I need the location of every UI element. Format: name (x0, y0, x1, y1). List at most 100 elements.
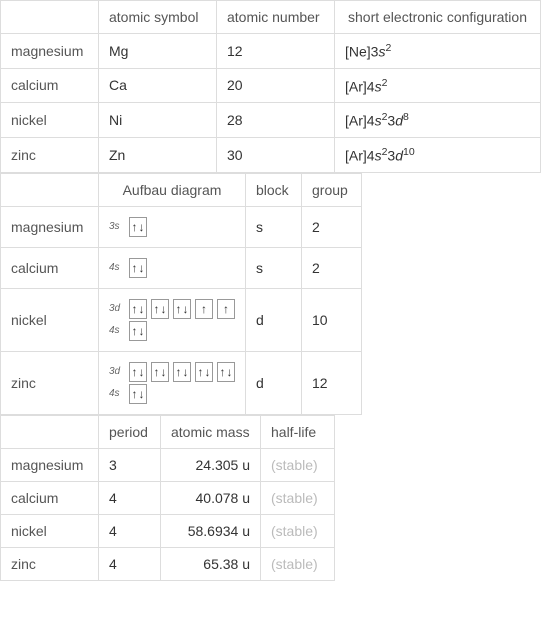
electronic-config: [Ar]4s23d10 (335, 137, 541, 172)
element-name: nickel (1, 514, 99, 547)
header-aufbau: Aufbau diagram (99, 173, 246, 206)
header-half: half-life (261, 415, 335, 448)
spin-down-icon: ↓ (183, 303, 189, 315)
table-row: magnesium324.305 u(stable) (1, 448, 335, 481)
spin-up-icon: ↑ (132, 325, 138, 337)
orbital-box: ↑↓ (129, 384, 147, 404)
orbital-label: 3d (109, 303, 125, 314)
orbital-line: 4s ↑↓ (109, 258, 235, 278)
electronic-config: [Ne]3s2 (335, 34, 541, 69)
element-name: nickel (1, 103, 99, 138)
orbital-line: 3d↑↓↑↓↑↓↑↓↑↓ (109, 362, 235, 382)
element-name: calcium (1, 481, 99, 514)
mass-value: 40.078 u (161, 481, 261, 514)
spin-down-icon: ↓ (139, 262, 145, 274)
orbital-line: 4s↑↓ (109, 384, 235, 404)
spin-up-icon: ↑ (132, 366, 138, 378)
spin-down-icon: ↓ (183, 366, 189, 378)
table-row: calcium440.078 u(stable) (1, 481, 335, 514)
orbital-label: 4s (109, 325, 125, 336)
atomic-number: 28 (217, 103, 335, 138)
spin-up-icon: ↑ (176, 366, 182, 378)
half-life-value: (stable) (261, 448, 335, 481)
atomic-symbol: Mg (99, 34, 217, 69)
half-life-value: (stable) (261, 514, 335, 547)
orbital-line: 3d↑↓↑↓↑↓↑↑ (109, 299, 235, 319)
header-period: period (99, 415, 161, 448)
table-row: nickel458.6934 u(stable) (1, 514, 335, 547)
spin-down-icon: ↓ (139, 325, 145, 337)
spin-up-icon: ↑ (201, 303, 207, 315)
orbital-label: 4s (109, 262, 125, 273)
element-name: calcium (1, 68, 99, 103)
table-header-row: periodatomic masshalf-life (1, 415, 335, 448)
header-empty (1, 173, 99, 206)
orbital-label: 3d (109, 366, 125, 377)
orbital-box: ↑↓ (129, 258, 147, 278)
spin-down-icon: ↓ (139, 366, 145, 378)
spin-up-icon: ↑ (223, 303, 229, 315)
period-value: 3 (99, 448, 161, 481)
spin-up-icon: ↑ (198, 366, 204, 378)
block-value: s (246, 206, 302, 247)
orbital-box: ↑↓ (217, 362, 235, 382)
aufbau-diagram: 3s↑↓ (99, 206, 246, 247)
period-value: 4 (99, 547, 161, 580)
atomic-symbol: Ca (99, 68, 217, 103)
mass-value: 65.38 u (161, 547, 261, 580)
element-name: nickel (1, 288, 99, 351)
spin-up-icon: ↑ (154, 303, 160, 315)
block-value: s (246, 247, 302, 288)
table-row: zinc3d↑↓↑↓↑↓↑↓↑↓4s↑↓d12 (1, 351, 362, 414)
table-row: calcium4s↑↓s2 (1, 247, 362, 288)
atomic-number: 12 (217, 34, 335, 69)
orbital-line: 3s↑↓ (109, 217, 235, 237)
header-empty (1, 1, 99, 34)
spin-up-icon: ↑ (220, 366, 226, 378)
element-name: zinc (1, 351, 99, 414)
orbital-box: ↑↓ (151, 299, 169, 319)
orbital-box: ↑↓ (129, 299, 147, 319)
aufbau-diagram: 3d↑↓↑↓↑↓↑↓↑↓4s↑↓ (99, 351, 246, 414)
atomic-number: 30 (217, 137, 335, 172)
table-row: zincZn30[Ar]4s23d10 (1, 137, 541, 172)
period-value: 4 (99, 514, 161, 547)
spin-down-icon: ↓ (161, 366, 167, 378)
element-name: calcium (1, 247, 99, 288)
spin-down-icon: ↓ (139, 303, 145, 315)
aufbau-table: Aufbau diagramblockgroupmagnesium3s↑↓s2c… (0, 173, 362, 415)
table-row: magnesium3s↑↓s2 (1, 206, 362, 247)
header-empty (1, 415, 99, 448)
element-name: zinc (1, 137, 99, 172)
block-value: d (246, 288, 302, 351)
aufbau-diagram: 3d↑↓↑↓↑↓↑↑4s↑↓ (99, 288, 246, 351)
header-block: block (246, 173, 302, 206)
header-group: group (302, 173, 362, 206)
spin-up-icon: ↑ (132, 262, 138, 274)
spin-up-icon: ↑ (132, 221, 138, 233)
orbital-box: ↑ (217, 299, 235, 319)
atomic-symbol: Ni (99, 103, 217, 138)
aufbau-diagram: 4s ↑↓ (99, 247, 246, 288)
orbital-box: ↑↓ (173, 299, 191, 319)
table-header-row: atomic symbolatomic numbershort electron… (1, 1, 541, 34)
header-number: atomic number (217, 1, 335, 34)
group-value: 10 (302, 288, 362, 351)
table-row: magnesiumMg12[Ne]3s2 (1, 34, 541, 69)
mass-value: 24.305 u (161, 448, 261, 481)
table-header-row: Aufbau diagramblockgroup (1, 173, 362, 206)
element-name: magnesium (1, 448, 99, 481)
period-value: 4 (99, 481, 161, 514)
spin-up-icon: ↑ (176, 303, 182, 315)
spin-down-icon: ↓ (139, 221, 145, 233)
header-mass: atomic mass (161, 415, 261, 448)
electronic-config: [Ar]4s23d8 (335, 103, 541, 138)
orbital-box: ↑↓ (129, 217, 147, 237)
atomic-symbol: Zn (99, 137, 217, 172)
group-value: 2 (302, 206, 362, 247)
mass-value: 58.6934 u (161, 514, 261, 547)
orbital-box: ↑↓ (151, 362, 169, 382)
half-life-value: (stable) (261, 547, 335, 580)
properties-table: periodatomic masshalf-lifemagnesium324.3… (0, 415, 335, 581)
element-name: magnesium (1, 34, 99, 69)
